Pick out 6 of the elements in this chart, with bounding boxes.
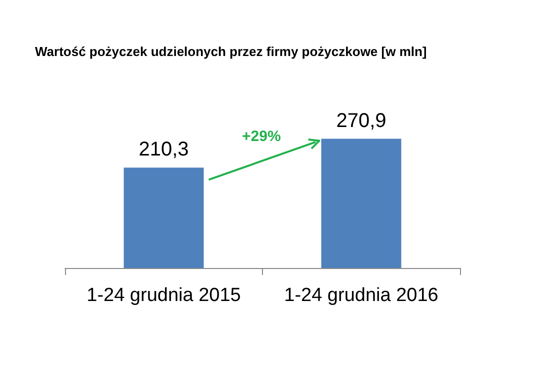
annotation: +29%	[242, 128, 281, 145]
x-tick-label: 1-24 grudnia 2015	[86, 285, 241, 306]
chart-title: Wartość pożyczek udzielonych przez firmy pożyczkowe [w mln]	[35, 44, 427, 59]
data-label: 270,9	[336, 110, 386, 132]
x-tick-label: 1-24 grudnia 2016	[284, 285, 438, 306]
data-label: 210,3	[138, 138, 189, 161]
